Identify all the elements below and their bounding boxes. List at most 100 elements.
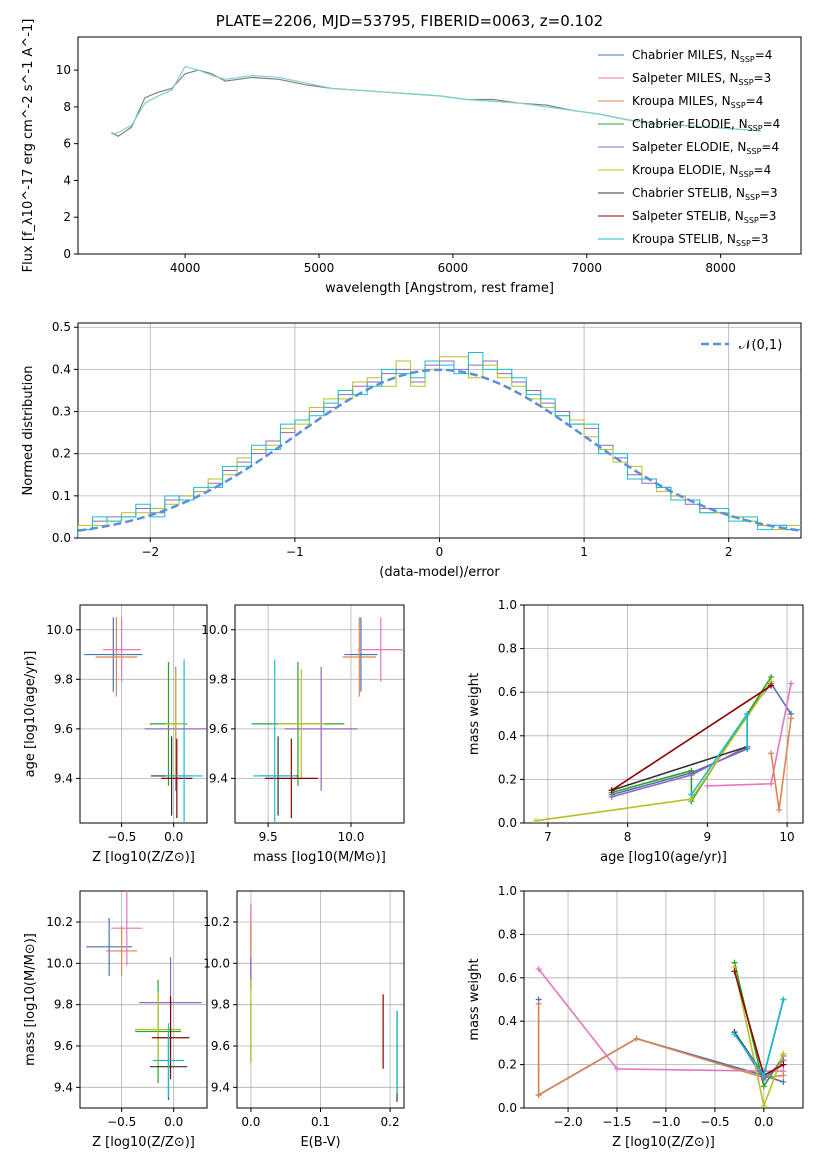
axes-mass-weight-vs-Z: −2.0 −1.5 −1.0 −0.5 0.0 0.0 0.2 0.4 0.6 0.8 1.0 Z […	[467, 884, 804, 1150]
series-line	[611, 745, 748, 792]
y-tick-label: 9.4	[54, 771, 73, 785]
data-point	[614, 1065, 620, 1072]
y-tick-label: 0.0	[52, 531, 71, 545]
histogram-bar	[78, 352, 801, 538]
x-axis-label: Z [log10(Z/Z⊙)]	[612, 1135, 715, 1150]
axes-mass-vs-Z: −0.5 0.0 9.4 9.6 9.8 10.0 10.2 Z [log10(Z/Z⊙)] m…	[23, 890, 208, 1150]
y-axis-label: mass weight	[467, 673, 482, 755]
legend-entry-part: Salpeter STELIB, N	[632, 209, 744, 223]
gaussian-curve	[78, 368, 801, 532]
data-point	[780, 1078, 787, 1085]
legend-entry-part: =4	[761, 140, 779, 154]
legend-entry-part: SSP	[736, 239, 751, 248]
legend-entry-part: SSP	[746, 147, 761, 156]
y-tick-label: 10.0	[46, 956, 73, 970]
y-tick-label: 10.2	[203, 915, 230, 929]
axes-frame	[77, 322, 802, 539]
x-tick-label: 4000	[170, 261, 201, 275]
y-tick-label: 10	[56, 63, 71, 77]
y-axis-label: Normed distribution	[21, 366, 36, 496]
x-tick-label: 7000	[572, 261, 603, 275]
y-tick-label: 9.8	[54, 672, 73, 686]
y-tick-label: 9.8	[211, 998, 230, 1012]
data-point	[535, 1091, 542, 1098]
series-line	[538, 968, 784, 1072]
x-tick-label: 6000	[438, 261, 469, 275]
y-tick-label: 0.0	[498, 816, 517, 830]
legend-entry: Kroupa STELIB, NSSP=3	[632, 232, 769, 248]
axes-mass-weight-vs-age: 7 8 9 10 0.0 0.2 0.4 0.6 0.8 1.0 age [log10(age/yr…	[467, 598, 804, 865]
legend-entry-part: SSP	[740, 55, 755, 64]
x-tick-label: −0.5	[107, 830, 136, 844]
legend-entry-part: SSP	[739, 170, 754, 179]
axes-age-vs-mass: 9.5 10.0 9.4 9.6 9.8 10.0 mass [log10(M/M⊙)]	[201, 604, 405, 865]
y-tick-label: 0.8	[498, 927, 517, 941]
y-tick-label: 10.0	[46, 623, 73, 637]
legend-entry-part: =4	[763, 117, 781, 131]
x-tick-label: 0.0	[754, 1115, 773, 1129]
y-tick-label: 9.8	[54, 998, 73, 1012]
x-tick-label: −0.5	[700, 1115, 729, 1129]
y-tick-label: 10.0	[203, 956, 230, 970]
x-tick-label: 0.0	[164, 1115, 183, 1129]
data-point	[608, 793, 615, 800]
x-axis-label: Z [log10(Z/Z⊙)]	[92, 1135, 195, 1150]
legend-entry: Kroupa ELODIE, NSSP=4	[632, 163, 771, 179]
data-point	[768, 682, 775, 689]
x-tick-label: 0.1	[311, 1115, 330, 1129]
legend-entry-part: SSP	[731, 101, 746, 110]
y-tick-label: 9.6	[54, 722, 73, 736]
legend-entry: Kroupa MILES, NSSP=4	[632, 94, 763, 110]
x-tick-label: 2	[725, 545, 733, 559]
y-tick-label: 8	[63, 100, 71, 114]
x-tick-label: 8000	[705, 261, 736, 275]
data-point	[788, 680, 795, 687]
x-tick-label: 0.0	[164, 830, 183, 844]
x-tick-label: −2.0	[553, 1115, 582, 1129]
x-axis-label: age [log10(age/yr)]	[600, 850, 727, 865]
data-point	[744, 743, 751, 750]
axes-frame	[236, 890, 405, 1109]
data-point	[688, 791, 695, 798]
axes-frame	[79, 604, 208, 824]
x-tick-label: 10	[779, 830, 794, 844]
legend-entry-part: Kroupa STELIB, N	[632, 232, 736, 246]
legend-entry: Salpeter ELODIE, NSSP=4	[632, 140, 779, 156]
y-tick-label: 1.0	[498, 884, 517, 898]
legend-entry-part: Kroupa ELODIE, N	[632, 163, 739, 177]
plot-mass-weight-vs-age	[532, 673, 795, 823]
data-point	[760, 1072, 767, 1079]
x-tick-label: −1.5	[602, 1115, 631, 1129]
legend-entry-part: Chabrier MILES, N	[632, 48, 740, 62]
legend-entry-part: Salpeter ELODIE, N	[632, 140, 746, 154]
x-axis-label: Z [log10(Z/Z⊙)]	[92, 850, 195, 865]
data-point	[633, 1035, 640, 1042]
x-tick-label: −1.0	[651, 1115, 680, 1129]
figure-title: PLATE=2206, MJD=53795, FIBERID=0063, z=0…	[215, 12, 604, 30]
data-point	[535, 966, 542, 973]
x-tick-label: 1	[580, 545, 588, 559]
axes-frame	[523, 604, 804, 824]
axes-mass-vs-EBV: 0.0 0.1 0.2 9.4 9.6 9.8 10.0 10.2 E(B-V)	[203, 890, 405, 1150]
y-tick-label: 0.2	[498, 772, 517, 786]
legend-entry: 𝒩(0,1)	[739, 338, 782, 353]
y-tick-label: 0.4	[498, 1014, 517, 1028]
data-point	[688, 772, 695, 779]
data-point	[780, 996, 787, 1003]
data-point	[704, 782, 711, 789]
x-axis-label: (data-model)/error	[379, 565, 500, 580]
data-point	[780, 1061, 787, 1068]
legend-entry: Chabrier STELIB, NSSP=3	[632, 186, 778, 202]
data-point	[532, 817, 539, 823]
plot-age-vs-mass	[251, 617, 404, 823]
legend-entry-part: Chabrier ELODIE, N	[632, 117, 748, 131]
y-tick-label: 0.5	[52, 320, 71, 334]
y-tick-label: 1.0	[498, 598, 517, 612]
series-line	[707, 683, 792, 787]
legend-entry-part: Salpeter MILES, N	[632, 71, 739, 85]
y-axis-label: mass [log10(M/M⊙)]	[23, 933, 38, 1066]
legend-entry-part: =3	[760, 186, 778, 200]
data-point	[788, 715, 795, 722]
y-tick-label: 0.1	[52, 489, 71, 503]
